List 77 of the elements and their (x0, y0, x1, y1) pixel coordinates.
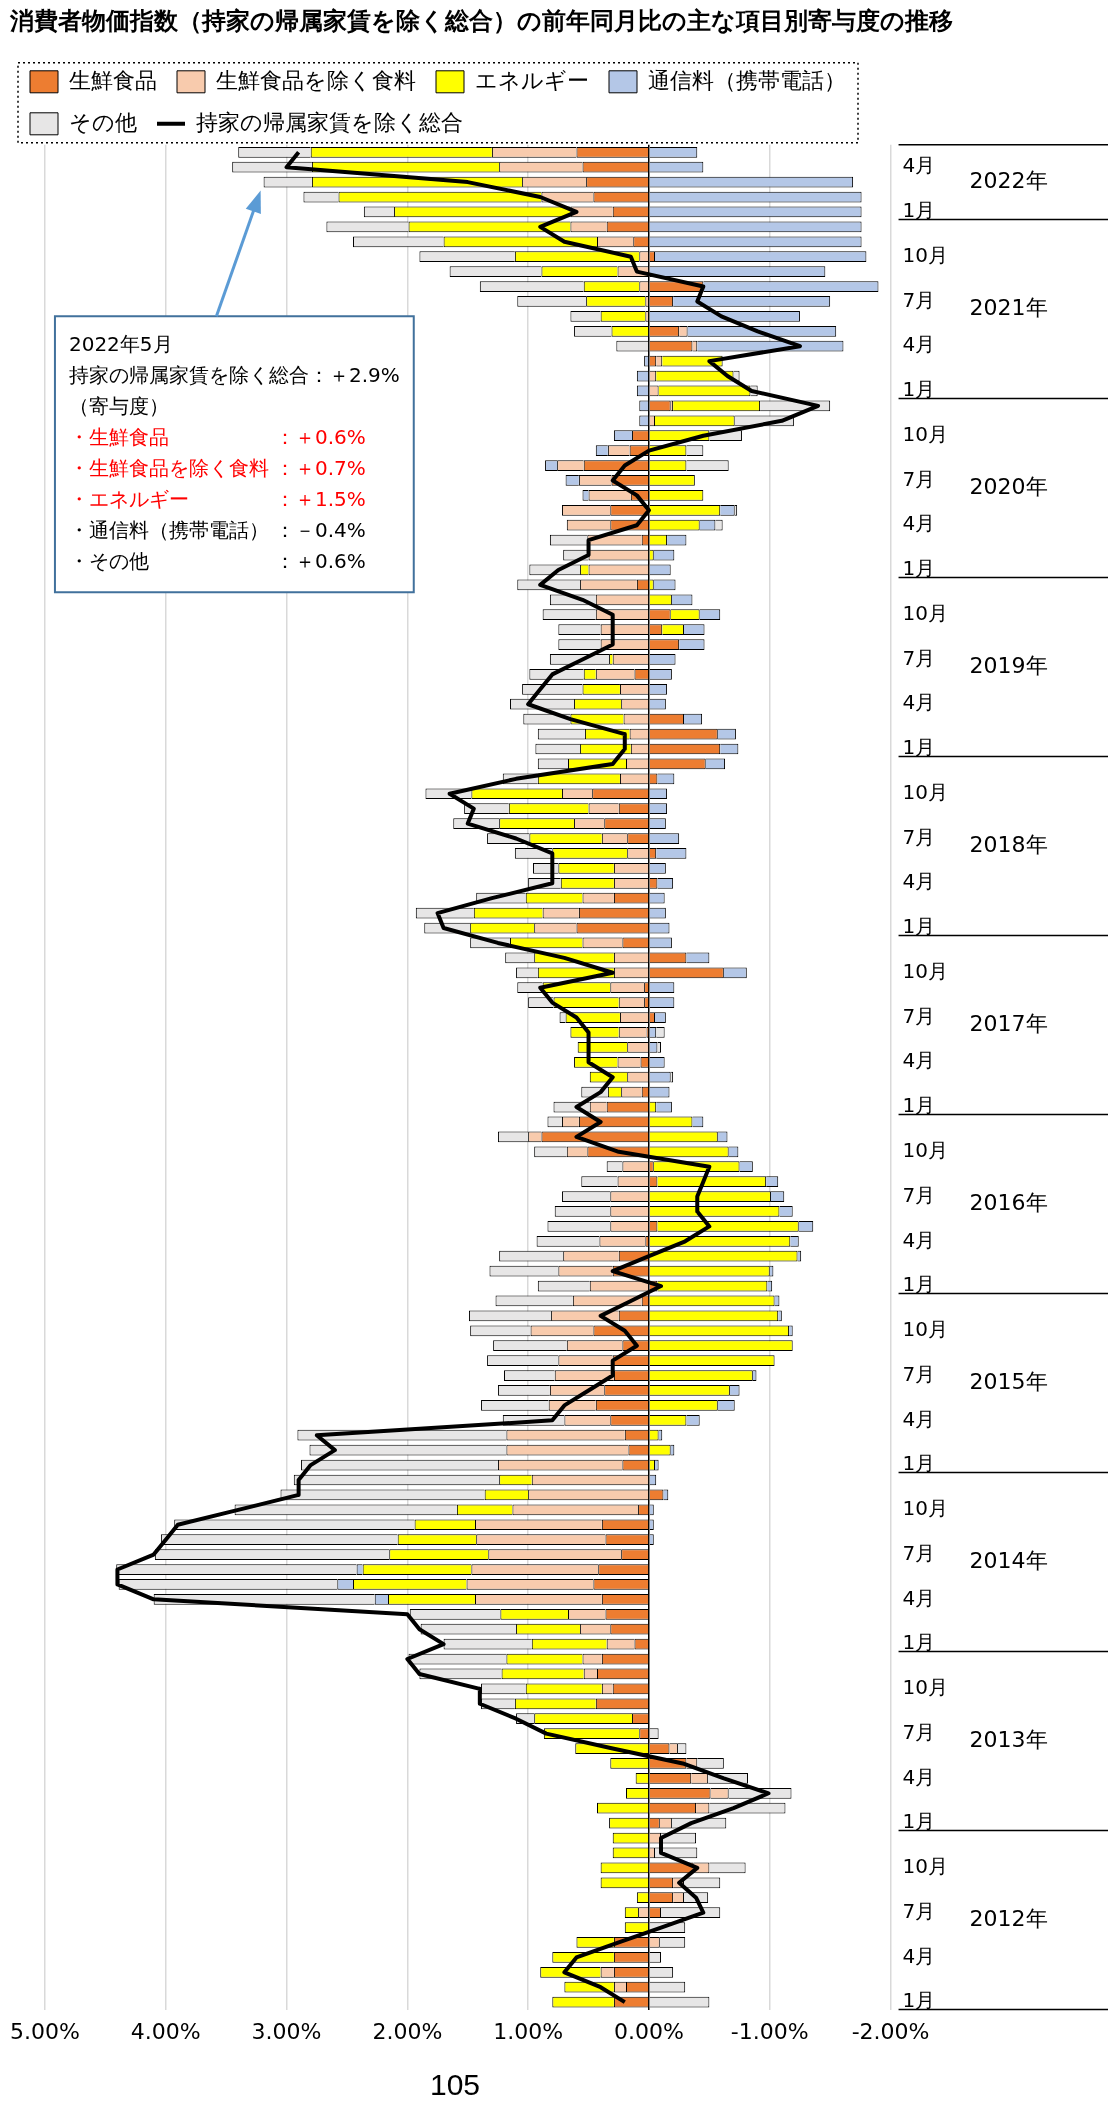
annotation: （寄与度） (68, 394, 169, 419)
x-tick-label: 2.00% (372, 2018, 443, 2044)
y-tick-label: 4月 (902, 511, 936, 536)
x-tick-label: 1.00% (493, 2018, 564, 2044)
y-tick-label: 1月 (902, 556, 936, 581)
y-tick-label: 1月 (902, 198, 936, 223)
y-tick-label: 7月 (902, 1003, 936, 1028)
y-tick-label: 1月 (902, 1451, 936, 1476)
y-tick-label: 10月 (902, 958, 948, 983)
y-tick-label: 7月 (902, 466, 936, 491)
y-tick-label: 10月 (902, 1138, 948, 1162)
y-tick-label: 1月 (902, 735, 936, 760)
y-tick-label: 4月 (902, 1048, 936, 1073)
y-tick-label: 7月 (902, 1182, 936, 1207)
text: 2018年 (969, 831, 1048, 857)
y-tick-label: 1月 (902, 377, 936, 402)
y-tick-label: 4月 (902, 1585, 936, 1610)
y-tick-label: 7月 (902, 1361, 936, 1386)
y-tick-label: 7月 (902, 1540, 936, 1565)
text: ・その他：＋0.6% (68, 549, 366, 574)
annotation: 2022年5月 (68, 332, 173, 357)
legend-label: その他 (69, 109, 137, 135)
annotation: ・生鮮食品を除く食料：＋0.7% (68, 456, 366, 481)
y-tick-label: 1月 (902, 1272, 936, 1297)
text: 2014年 (969, 1547, 1048, 1573)
y-tick-label: 4月 (902, 1406, 936, 1431)
annotation: ・通信料（携帯電話）：－0.4% (68, 518, 366, 543)
y-tick-label: 7月 (902, 645, 936, 670)
text: ・生鮮食品：＋0.6% (68, 425, 366, 450)
y-tick-label: 10月 (902, 421, 948, 446)
x-tick-label: 0.00% (614, 2018, 684, 2044)
text: 2013年 (969, 1726, 1048, 1752)
y-tick-label: 7月 (902, 1898, 936, 1923)
text: 2015年 (969, 1368, 1048, 1394)
y-tick-label: 7月 (902, 824, 936, 849)
legend-label: 持家の帰属家賃を除く総合 (196, 109, 463, 135)
y-tick-label: 10月 (902, 600, 948, 625)
y-tick-label: 10月 (902, 1854, 948, 1879)
x-tick-label: -2.00% (851, 2018, 930, 2044)
y-tick-label: 1月 (902, 1630, 936, 1655)
y-tick-label: 1月 (902, 1988, 936, 2013)
y-tick-label: 4月 (902, 332, 936, 357)
text: 2016年 (969, 1189, 1048, 1215)
y-tick-label: 10月 (902, 779, 948, 804)
y-tick-label: 4月 (902, 1764, 936, 1789)
chart-title: 消費者物価指数（持家の帰属家賃を除く総合）の前年同月比の主な項目別寄与度の推移 (9, 6, 953, 35)
text: 2012年 (969, 1905, 1048, 1931)
annotation: 持家の帰属家賃を除く総合：＋2.9% (68, 363, 400, 388)
text: 2017年 (969, 1010, 1048, 1036)
y-tick-label: 1月 (902, 1809, 936, 1834)
x-tick-label: 5.00% (10, 2018, 80, 2044)
y-tick-label: 1月 (902, 1093, 936, 1118)
legend-label: 通信料（携帯電話） (648, 67, 846, 93)
y-tick-label: 10月 (902, 1675, 948, 1700)
legend-label: エネルギー (475, 67, 589, 93)
text: ・エネルギー：＋1.5% (68, 487, 366, 512)
y-tick-label: 10月 (902, 242, 948, 267)
y-tick-label: 4月 (902, 869, 936, 894)
x-tick-label: 4.00% (130, 2018, 201, 2044)
legend-label: 生鮮食品 (69, 67, 157, 93)
x-tick-label: 3.00% (251, 2018, 322, 2044)
y-tick-label: 7月 (902, 1719, 936, 1744)
y-tick-label: 4月 (902, 690, 936, 715)
y-tick-label: 7月 (902, 287, 936, 312)
text: 2022年 (969, 167, 1048, 193)
y-tick-label: 4月 (902, 1227, 936, 1252)
text: 105 (430, 2068, 481, 2102)
y-tick-label: 4月 (902, 1943, 936, 1968)
x-tick-label: -1.00% (730, 2018, 809, 2044)
legend-label: 生鮮食品を除く食料 (216, 67, 416, 93)
y-tick-label: 1月 (902, 914, 936, 939)
text: 2021年 (969, 294, 1048, 320)
y-tick-label: 4月 (902, 153, 936, 178)
text: 2020年 (969, 473, 1048, 499)
y-tick-label: 10月 (902, 1496, 948, 1521)
text: 2019年 (969, 652, 1048, 678)
y-tick-label: 10月 (902, 1317, 948, 1342)
